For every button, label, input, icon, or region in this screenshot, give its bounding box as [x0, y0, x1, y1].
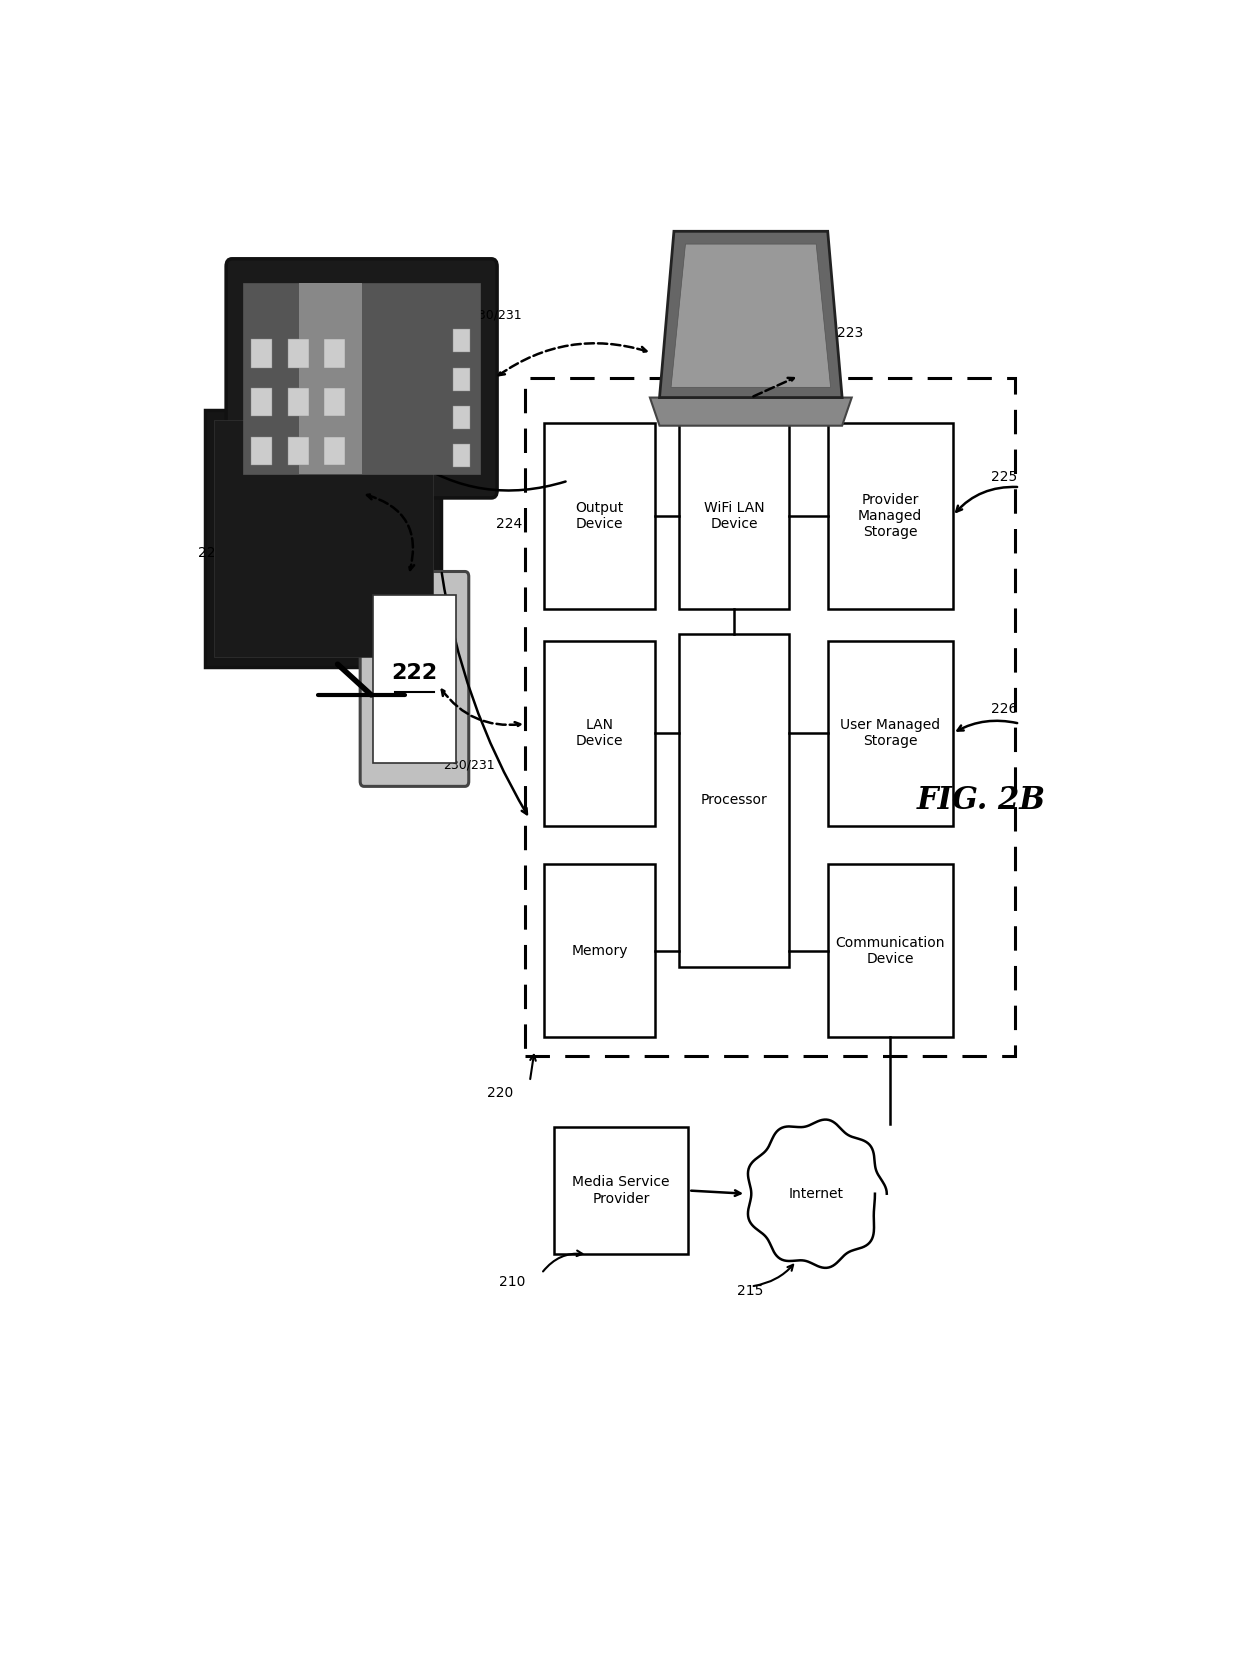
FancyBboxPatch shape [828, 864, 952, 1036]
Text: 221: 221 [198, 546, 224, 560]
FancyBboxPatch shape [678, 635, 789, 967]
FancyBboxPatch shape [554, 1126, 688, 1254]
FancyBboxPatch shape [299, 282, 362, 473]
FancyBboxPatch shape [250, 339, 273, 367]
FancyBboxPatch shape [453, 443, 470, 467]
FancyBboxPatch shape [453, 329, 470, 352]
Text: WiFi LAN
Device: WiFi LAN Device [703, 500, 764, 532]
Text: Internet: Internet [789, 1186, 843, 1201]
FancyBboxPatch shape [453, 405, 470, 429]
FancyBboxPatch shape [288, 339, 309, 367]
Text: LAN
Device: LAN Device [575, 718, 624, 749]
Text: 220: 220 [486, 1086, 513, 1100]
FancyBboxPatch shape [324, 339, 345, 367]
Text: 230/231: 230/231 [294, 522, 346, 535]
Text: 225: 225 [991, 470, 1017, 483]
FancyBboxPatch shape [360, 571, 469, 786]
FancyBboxPatch shape [243, 282, 480, 473]
Text: User Managed
Storage: User Managed Storage [841, 718, 940, 749]
FancyBboxPatch shape [828, 424, 952, 608]
Text: 223: 223 [837, 327, 863, 341]
FancyBboxPatch shape [213, 420, 433, 656]
FancyBboxPatch shape [678, 424, 789, 608]
Text: 226: 226 [991, 703, 1018, 716]
FancyBboxPatch shape [250, 389, 273, 417]
Text: 230/231: 230/231 [470, 309, 522, 321]
FancyBboxPatch shape [288, 437, 309, 465]
Text: 210: 210 [498, 1276, 526, 1289]
Text: Communication
Device: Communication Device [836, 935, 945, 965]
Text: 224: 224 [496, 517, 522, 532]
FancyBboxPatch shape [544, 424, 655, 608]
FancyBboxPatch shape [453, 367, 470, 390]
FancyBboxPatch shape [525, 379, 1016, 1056]
Text: Output
Device: Output Device [575, 500, 624, 532]
FancyBboxPatch shape [324, 437, 345, 465]
Polygon shape [660, 231, 842, 397]
Text: Memory: Memory [572, 943, 627, 958]
Text: 222: 222 [392, 663, 438, 683]
Text: 230/231: 230/231 [444, 759, 495, 771]
Polygon shape [671, 244, 831, 387]
FancyBboxPatch shape [226, 259, 497, 498]
FancyBboxPatch shape [288, 389, 309, 417]
FancyBboxPatch shape [373, 595, 456, 764]
Text: FIG. 2B: FIG. 2B [916, 786, 1047, 816]
Text: Processor: Processor [701, 794, 768, 807]
Text: 215: 215 [738, 1284, 764, 1299]
FancyBboxPatch shape [324, 389, 345, 417]
Text: Media Service
Provider: Media Service Provider [573, 1176, 670, 1206]
FancyBboxPatch shape [828, 641, 952, 826]
FancyBboxPatch shape [250, 437, 273, 465]
Polygon shape [748, 1120, 887, 1267]
Polygon shape [650, 397, 852, 425]
FancyBboxPatch shape [544, 641, 655, 826]
FancyBboxPatch shape [205, 410, 441, 666]
Text: Provider
Managed
Storage: Provider Managed Storage [858, 493, 923, 540]
Text: 230/231: 230/231 [719, 304, 771, 317]
FancyBboxPatch shape [544, 864, 655, 1036]
